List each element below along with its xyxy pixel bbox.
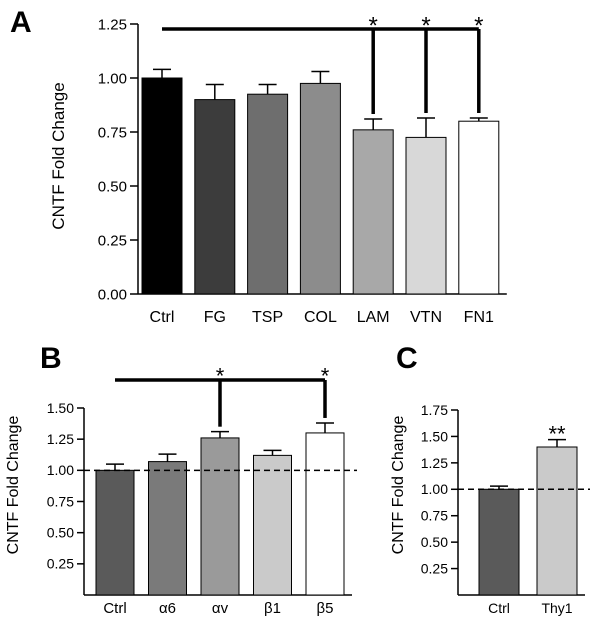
y-tick-label: 1.75 <box>421 402 448 418</box>
panel-label: A <box>10 6 32 39</box>
x-tick-label: β5 <box>317 600 334 617</box>
panel-A: A CNTF Fold Change 0.00 0.25 0.50 0.75 1.00 1.2… <box>10 6 507 326</box>
panel-C: C CNTF Fold Change 0.25 0.50 0.75 1.00 1.25 1.5… <box>390 342 590 616</box>
x-tick-label: FG <box>204 309 226 326</box>
bar <box>352 129 394 295</box>
x-tick-label: α6 <box>159 600 176 617</box>
bar <box>148 461 187 596</box>
x-tick-label: FN1 <box>464 309 494 326</box>
y-tick-label: 0.25 <box>47 556 74 572</box>
bar <box>305 432 345 596</box>
significance-mark: ** <box>548 421 566 446</box>
panel-B: B CNTF Fold Change 0.25 0.50 0.75 1.00 1.25 1.5… <box>5 342 357 617</box>
y-tick-label: 1.00 <box>421 481 448 497</box>
panel-label: C <box>396 342 418 375</box>
significance-mark: * <box>474 12 483 39</box>
x-tick-label: TSP <box>252 309 283 326</box>
y-axis-label: CNTF Fold Change <box>5 416 22 555</box>
bar <box>405 136 447 295</box>
y-tick-label: 0.75 <box>421 508 448 524</box>
y-tick-label: 0.50 <box>47 525 74 541</box>
bar <box>458 120 500 295</box>
y-tick-label: 1.00 <box>47 462 74 478</box>
y-tick-label: 0.25 <box>421 560 448 576</box>
y-tick-label: 0.75 <box>47 493 74 509</box>
x-tick-label: Ctrl <box>103 600 126 617</box>
x-tick-label: COL <box>304 309 337 326</box>
bar <box>247 93 289 295</box>
bar <box>200 437 240 596</box>
y-tick-label: 1.25 <box>47 431 74 447</box>
y-tick-label: 0.75 <box>98 124 127 141</box>
x-tick-label: β1 <box>264 600 281 617</box>
y-tick-label: 1.50 <box>47 400 74 416</box>
x-tick-label: Thy1 <box>541 600 572 616</box>
bar <box>253 454 292 596</box>
bar <box>95 469 135 596</box>
y-axis-label: CNTF Fold Change <box>390 416 407 555</box>
bar <box>194 99 236 295</box>
x-tick-label: VTN <box>410 309 442 326</box>
significance-mark: * <box>216 364 225 389</box>
y-tick-label: 1.00 <box>98 70 127 87</box>
significance-mark: * <box>321 364 330 389</box>
y-axis-label: CNTF Fold Change <box>49 82 68 229</box>
y-tick-label: 0.50 <box>98 178 127 195</box>
y-tick-label: 1.25 <box>421 455 448 471</box>
bar <box>141 77 183 295</box>
panel-label: B <box>40 342 62 375</box>
x-tick-label: Ctrl <box>150 309 175 326</box>
y-tick-label: 0.50 <box>421 534 448 550</box>
significance-mark: * <box>421 12 430 39</box>
y-tick-label: 0.00 <box>98 286 127 303</box>
x-tick-label: LAM <box>357 309 390 326</box>
y-tick-label: 1.50 <box>421 428 448 444</box>
bar <box>299 82 341 295</box>
significance-mark: * <box>369 12 378 39</box>
bar <box>478 488 520 596</box>
x-tick-label: Ctrl <box>488 600 510 616</box>
y-tick-label: 0.25 <box>98 232 127 249</box>
bar <box>536 446 578 596</box>
x-tick-label: αv <box>212 600 229 617</box>
y-tick-label: 1.25 <box>98 16 127 33</box>
